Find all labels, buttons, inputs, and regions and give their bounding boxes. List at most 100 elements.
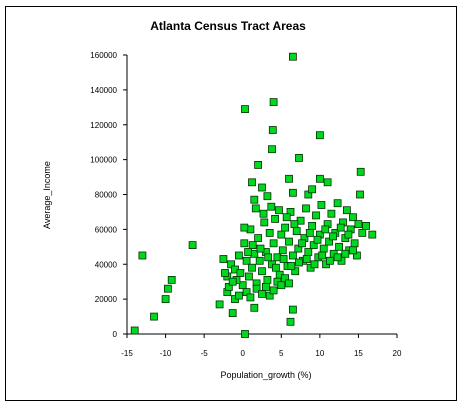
data-point — [236, 269, 245, 277]
x-tick-label: -15 — [121, 349, 133, 358]
data-point — [354, 220, 363, 229]
y-axis-label: Average_Income — [42, 161, 52, 229]
x-tick-label: 5 — [279, 349, 284, 358]
data-point — [221, 269, 229, 277]
data-point — [258, 183, 266, 192]
data-point — [248, 263, 256, 272]
data-point — [252, 284, 261, 293]
data-point — [267, 202, 276, 211]
data-point — [282, 213, 291, 222]
data-point — [344, 230, 353, 239]
data-point — [325, 256, 334, 265]
data-point — [318, 251, 327, 260]
data-point — [263, 192, 272, 201]
data-point — [298, 239, 307, 248]
data-point — [279, 255, 288, 263]
data-point — [234, 291, 243, 300]
data-point — [288, 188, 297, 197]
x-tick-label: 15 — [354, 349, 363, 358]
data-point — [268, 145, 276, 154]
data-point — [349, 246, 357, 255]
data-point — [335, 242, 344, 251]
data-point — [288, 251, 297, 260]
data-point — [188, 241, 197, 250]
data-point — [269, 239, 278, 248]
data-point — [261, 282, 270, 291]
data-point — [336, 223, 345, 232]
data-point — [269, 286, 278, 295]
data-point — [329, 232, 337, 241]
data-point — [288, 52, 297, 61]
data-point — [264, 253, 273, 262]
data-point — [248, 178, 256, 187]
data-point — [349, 213, 357, 222]
data-point — [358, 228, 367, 237]
data-point — [254, 160, 263, 169]
data-point — [327, 209, 336, 218]
data-point — [285, 174, 293, 183]
data-point — [242, 256, 251, 265]
y-axis-ticks: 0 20000 40000 60000 80000 100000 120000 140000 1… — [90, 51, 127, 339]
data-point — [356, 167, 365, 176]
data-point — [240, 223, 249, 232]
data-point — [308, 221, 317, 230]
y-tick-label: 120000 — [90, 121, 117, 130]
data-point — [317, 201, 326, 209]
data-point — [265, 228, 274, 237]
data-point — [302, 204, 310, 213]
data-point — [342, 206, 351, 215]
data-point — [281, 223, 290, 232]
data-point — [277, 230, 286, 239]
data-point — [258, 289, 266, 298]
data-point — [250, 195, 259, 204]
x-tick-label: -10 — [160, 349, 172, 358]
data-point — [350, 239, 359, 248]
data-point — [248, 241, 257, 250]
data-point — [271, 263, 280, 272]
data-point — [167, 275, 176, 284]
data-point — [291, 267, 300, 276]
y-tick-label: 40000 — [95, 260, 118, 269]
data-point — [259, 209, 268, 218]
data-point — [305, 228, 314, 237]
data-point — [150, 312, 158, 321]
data-point — [130, 326, 139, 335]
data-point — [254, 234, 263, 243]
data-point — [138, 251, 147, 260]
data-point — [263, 275, 272, 284]
data-point — [287, 262, 296, 270]
x-tick-label: -5 — [201, 349, 209, 358]
data-point — [228, 277, 237, 286]
x-tick-label: 0 — [240, 349, 245, 358]
data-point — [250, 303, 259, 312]
data-point — [244, 248, 253, 256]
chart-title: Atlanta Census Tract Areas — [150, 19, 306, 33]
data-point — [292, 227, 301, 236]
data-point — [362, 221, 371, 230]
y-tick-label: 140000 — [90, 86, 117, 95]
data-point — [315, 174, 324, 183]
data-point — [302, 255, 311, 263]
data-point — [275, 206, 283, 215]
data-point — [321, 225, 330, 234]
data-point — [228, 309, 237, 318]
x-tick-label: 10 — [315, 349, 324, 358]
y-tick-label: 100000 — [90, 156, 117, 165]
y-tick-label: 0 — [113, 330, 118, 339]
data-point — [258, 267, 266, 276]
y-tick-label: 80000 — [95, 191, 118, 200]
data-point — [240, 239, 249, 248]
data-point — [341, 249, 350, 258]
data-point — [241, 330, 249, 338]
chart-frame — [5, 6, 457, 401]
data-point — [295, 258, 303, 267]
data-point — [277, 281, 286, 290]
x-axis-label: Population_growth (%) — [220, 370, 311, 380]
data-point — [251, 204, 260, 213]
data-point — [278, 246, 287, 255]
data-point — [310, 260, 319, 269]
data-point — [219, 255, 228, 263]
data-point — [368, 230, 377, 239]
data-point — [295, 153, 303, 162]
